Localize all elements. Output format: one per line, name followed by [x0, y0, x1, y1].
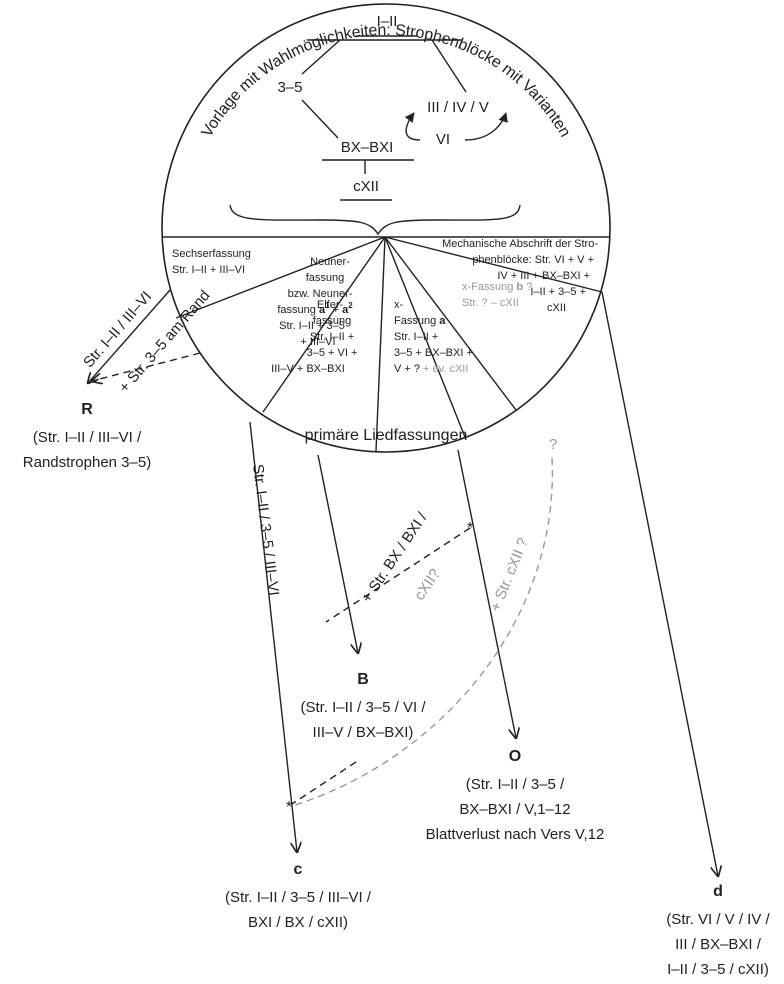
seg: IV + III + BX–BXI +	[497, 270, 590, 282]
seg: Mechanische Abschrift der Stro-	[442, 238, 598, 250]
edge-label: ?	[549, 436, 557, 453]
bottom-title: primäre Liedfassungen	[305, 427, 468, 444]
seg: V + ? + ev. cXII	[394, 363, 468, 375]
tree-node: BX–BXI	[341, 139, 394, 156]
edge-label: cXII?	[411, 566, 444, 604]
node-text: I–II / 3–5 / cXII)	[667, 961, 769, 978]
seg: Str. I–II + III–VI	[172, 264, 245, 276]
edges: * *	[88, 289, 718, 876]
seg: fassung	[313, 315, 352, 327]
node-text: (Str. I–II / 3–5 /	[466, 776, 565, 793]
node-text: (Str. I–II / III–VI /	[33, 429, 142, 446]
node-text: Randstrophen 3–5)	[23, 454, 151, 471]
asterisk: *	[286, 799, 292, 816]
seg: I–II + 3–5 +	[530, 286, 586, 298]
node-text: (Str. I–II / 3–5 / VI /	[300, 699, 426, 716]
seg: Str. I–II +	[310, 331, 354, 343]
node-text: III / BX–BXI /	[675, 936, 762, 953]
seg: fassung a1 + a2	[277, 301, 353, 316]
seg: x-Fassung b ?	[462, 281, 532, 293]
seg: cXII	[547, 302, 566, 314]
seg: Str. I–II +	[394, 331, 438, 343]
asterisk: *	[467, 520, 473, 537]
seg: III–V + BX–BXI	[271, 363, 345, 375]
node-label: B	[357, 671, 369, 688]
node-label: O	[509, 748, 521, 765]
tree-node: III / IV / V	[427, 99, 489, 116]
seg: + III–VI	[300, 336, 335, 348]
seg: Fassung a	[394, 315, 446, 327]
tree-node: I–II	[377, 13, 398, 30]
tree-node: cXII	[353, 178, 379, 195]
tree-node: VI	[436, 131, 450, 148]
node-label: R	[81, 401, 93, 418]
node-label: c	[294, 861, 303, 878]
node-text: Blattverlust nach Vers V,12	[426, 826, 605, 843]
node-text: (Str. I–II / 3–5 / III–VI /	[225, 889, 372, 906]
seg: x-	[394, 299, 404, 311]
node-text: III–V / BX–BXI)	[313, 724, 414, 741]
seg: Str. ? – cXII	[462, 297, 519, 309]
seg: 3–5 + VI +	[307, 347, 358, 359]
tree-node: 3–5	[277, 79, 302, 96]
node-text: BXI / BX / cXII)	[248, 914, 348, 931]
seg: fassung	[306, 272, 345, 284]
edge-label: Str. I–II / 3–5 / III–VI	[249, 463, 282, 597]
seg: bzw. Neuner-	[288, 288, 353, 300]
seg: 3–5 + BX–BXI +	[394, 347, 473, 359]
tree: I–II 3–5 III / IV / V VI BX–BXI cXII	[277, 13, 488, 195]
node-label: d	[713, 883, 723, 900]
seg: Str. I–II + 3–5	[279, 320, 345, 332]
seg: Sechserfassung	[172, 248, 251, 260]
nodes: R (Str. I–II / III–VI / Randstrophen 3–5) B…	[23, 401, 771, 978]
segments: Sechserfassung Str. I–II + III–VI Neuner…	[172, 238, 598, 375]
seg: phenblöcke: Str. VI + V +	[472, 254, 594, 266]
circle-shapes	[161, 3, 611, 453]
node-text: (Str. VI / V / IV /	[666, 911, 770, 928]
node-text: BX–BXI / V,1–12	[459, 801, 570, 818]
seg: Neuner-	[310, 256, 350, 268]
seg: Elfer-	[317, 299, 344, 311]
